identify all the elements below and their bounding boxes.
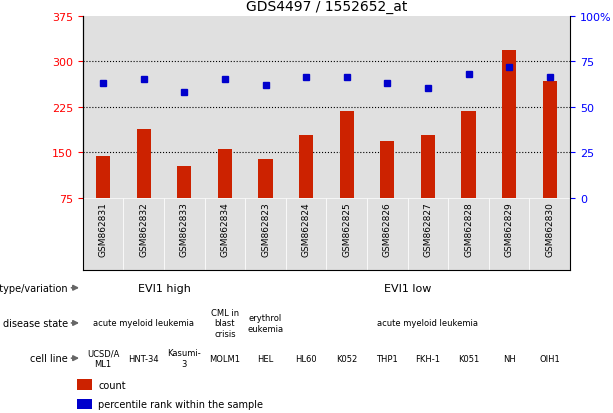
Text: GSM862823: GSM862823 xyxy=(261,202,270,256)
Text: genotype/variation: genotype/variation xyxy=(0,283,68,293)
FancyBboxPatch shape xyxy=(448,198,489,271)
Title: GDS4497 / 1552652_at: GDS4497 / 1552652_at xyxy=(246,0,407,14)
Bar xyxy=(462,112,476,198)
Text: erythrol
eukemia: erythrol eukemia xyxy=(248,313,284,333)
FancyBboxPatch shape xyxy=(164,198,205,271)
Bar xyxy=(380,142,394,198)
Bar xyxy=(502,51,516,198)
Text: acute myeloid leukemia: acute myeloid leukemia xyxy=(93,319,194,328)
Text: HNT-34: HNT-34 xyxy=(128,354,159,363)
Text: OIH1: OIH1 xyxy=(539,354,560,363)
Text: Kasumi-
3: Kasumi- 3 xyxy=(167,349,201,368)
Text: THP1: THP1 xyxy=(376,354,398,363)
Text: disease state: disease state xyxy=(2,318,68,328)
FancyBboxPatch shape xyxy=(245,198,286,271)
Text: GSM862831: GSM862831 xyxy=(99,202,107,256)
Bar xyxy=(77,399,92,409)
Bar xyxy=(299,136,313,198)
FancyBboxPatch shape xyxy=(83,198,123,271)
Text: cell line: cell line xyxy=(30,353,68,363)
Text: acute myeloid leukemia: acute myeloid leukemia xyxy=(378,319,479,328)
Text: EVI1 low: EVI1 low xyxy=(384,283,432,293)
Bar xyxy=(259,160,273,198)
Bar xyxy=(96,157,110,198)
Text: CML in
blast
crisis: CML in blast crisis xyxy=(211,309,239,338)
Text: HL60: HL60 xyxy=(295,354,317,363)
FancyBboxPatch shape xyxy=(530,198,570,271)
Text: percentile rank within the sample: percentile rank within the sample xyxy=(98,399,263,409)
FancyBboxPatch shape xyxy=(326,198,367,271)
FancyBboxPatch shape xyxy=(408,198,448,271)
Text: K051: K051 xyxy=(458,354,479,363)
FancyBboxPatch shape xyxy=(367,198,408,271)
Text: MOLM1: MOLM1 xyxy=(210,354,240,363)
Bar xyxy=(177,167,191,198)
Text: GSM862826: GSM862826 xyxy=(383,202,392,256)
Text: NH: NH xyxy=(503,354,516,363)
Bar xyxy=(137,130,151,198)
Text: GSM862825: GSM862825 xyxy=(342,202,351,256)
Text: GSM862828: GSM862828 xyxy=(464,202,473,256)
Text: FKH-1: FKH-1 xyxy=(416,354,441,363)
Bar xyxy=(77,380,92,390)
Text: EVI1 high: EVI1 high xyxy=(137,283,191,293)
FancyBboxPatch shape xyxy=(205,198,245,271)
Text: GSM862830: GSM862830 xyxy=(546,202,554,256)
FancyBboxPatch shape xyxy=(123,198,164,271)
Text: GSM862829: GSM862829 xyxy=(504,202,514,256)
Bar xyxy=(543,81,557,198)
FancyBboxPatch shape xyxy=(489,198,530,271)
Text: HEL: HEL xyxy=(257,354,273,363)
FancyBboxPatch shape xyxy=(286,198,326,271)
Text: K052: K052 xyxy=(336,354,357,363)
Text: UCSD/A
ML1: UCSD/A ML1 xyxy=(87,349,120,368)
Text: count: count xyxy=(98,380,126,390)
Text: GSM862833: GSM862833 xyxy=(180,202,189,256)
Bar xyxy=(218,150,232,198)
Bar xyxy=(421,136,435,198)
Text: GSM862832: GSM862832 xyxy=(139,202,148,256)
Text: GSM862824: GSM862824 xyxy=(302,202,311,256)
Bar xyxy=(340,112,354,198)
Text: GSM862834: GSM862834 xyxy=(221,202,229,256)
Text: GSM862827: GSM862827 xyxy=(424,202,432,256)
